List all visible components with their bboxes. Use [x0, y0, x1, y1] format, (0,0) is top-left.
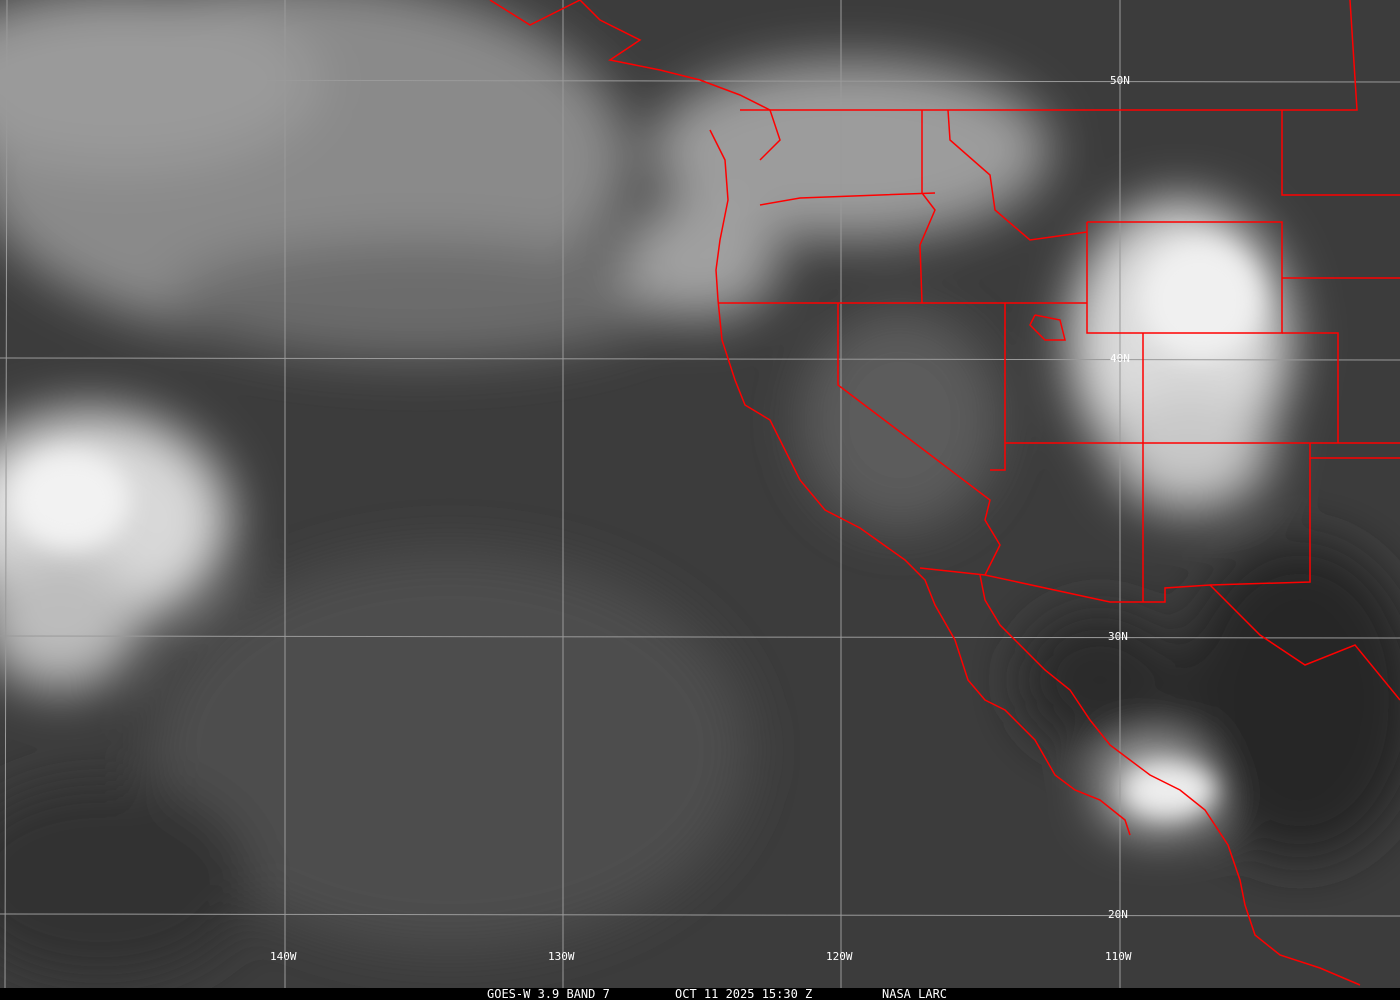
lon-label-140w: 140W: [270, 950, 297, 963]
grid-line-40n: [0, 357, 1400, 361]
coastline-bc: [489, 0, 781, 161]
border-wa-id: [919, 110, 936, 304]
border-canada-us: [740, 0, 1358, 111]
caption-bar: GOES-W 3.9 BAND 7 OCT 11 2025 15:30 Z NA…: [0, 987, 1400, 1000]
caption-source: NASA LARC: [882, 987, 948, 1000]
grid-line-30n: [0, 635, 1400, 639]
lat-label-20n: 20N: [1108, 908, 1128, 921]
grid-line-20n: [0, 913, 1400, 917]
grid-line-50n: [0, 79, 1400, 83]
border-nm-east: [1209, 458, 1311, 586]
lat-label-40n: 40N: [1110, 352, 1130, 365]
caption-product: GOES-W 3.9 BAND 7: [487, 987, 610, 1000]
lat-label-50n: 50N: [1110, 74, 1130, 87]
lon-label-120w: 120W: [826, 950, 853, 963]
border-co: [1282, 332, 1339, 443]
border-nm-tx: [1309, 443, 1400, 459]
caption-datetime: OCT 11 2025 15:30 Z: [675, 987, 813, 1000]
border-wyoming: [1086, 221, 1283, 334]
political-boundaries: [489, 0, 1400, 986]
lon-label-110w: 110W: [1105, 950, 1132, 963]
lon-label-130w: 130W: [548, 950, 575, 963]
coastline-gulf-california: [979, 574, 1361, 986]
border-nv-ut: [990, 303, 1006, 471]
border-ca-nv: [837, 303, 1001, 576]
lat-label-30n: 30N: [1108, 630, 1128, 643]
border-mt-dakotas: [1281, 110, 1400, 196]
lake-outline: [1029, 314, 1066, 341]
border-us-mexico: [919, 567, 1400, 701]
coastline-west: [709, 129, 1131, 836]
grid-line-150w: [4, 0, 8, 988]
border-id-mt: [947, 109, 1088, 241]
border-wa-or: [759, 192, 936, 206]
